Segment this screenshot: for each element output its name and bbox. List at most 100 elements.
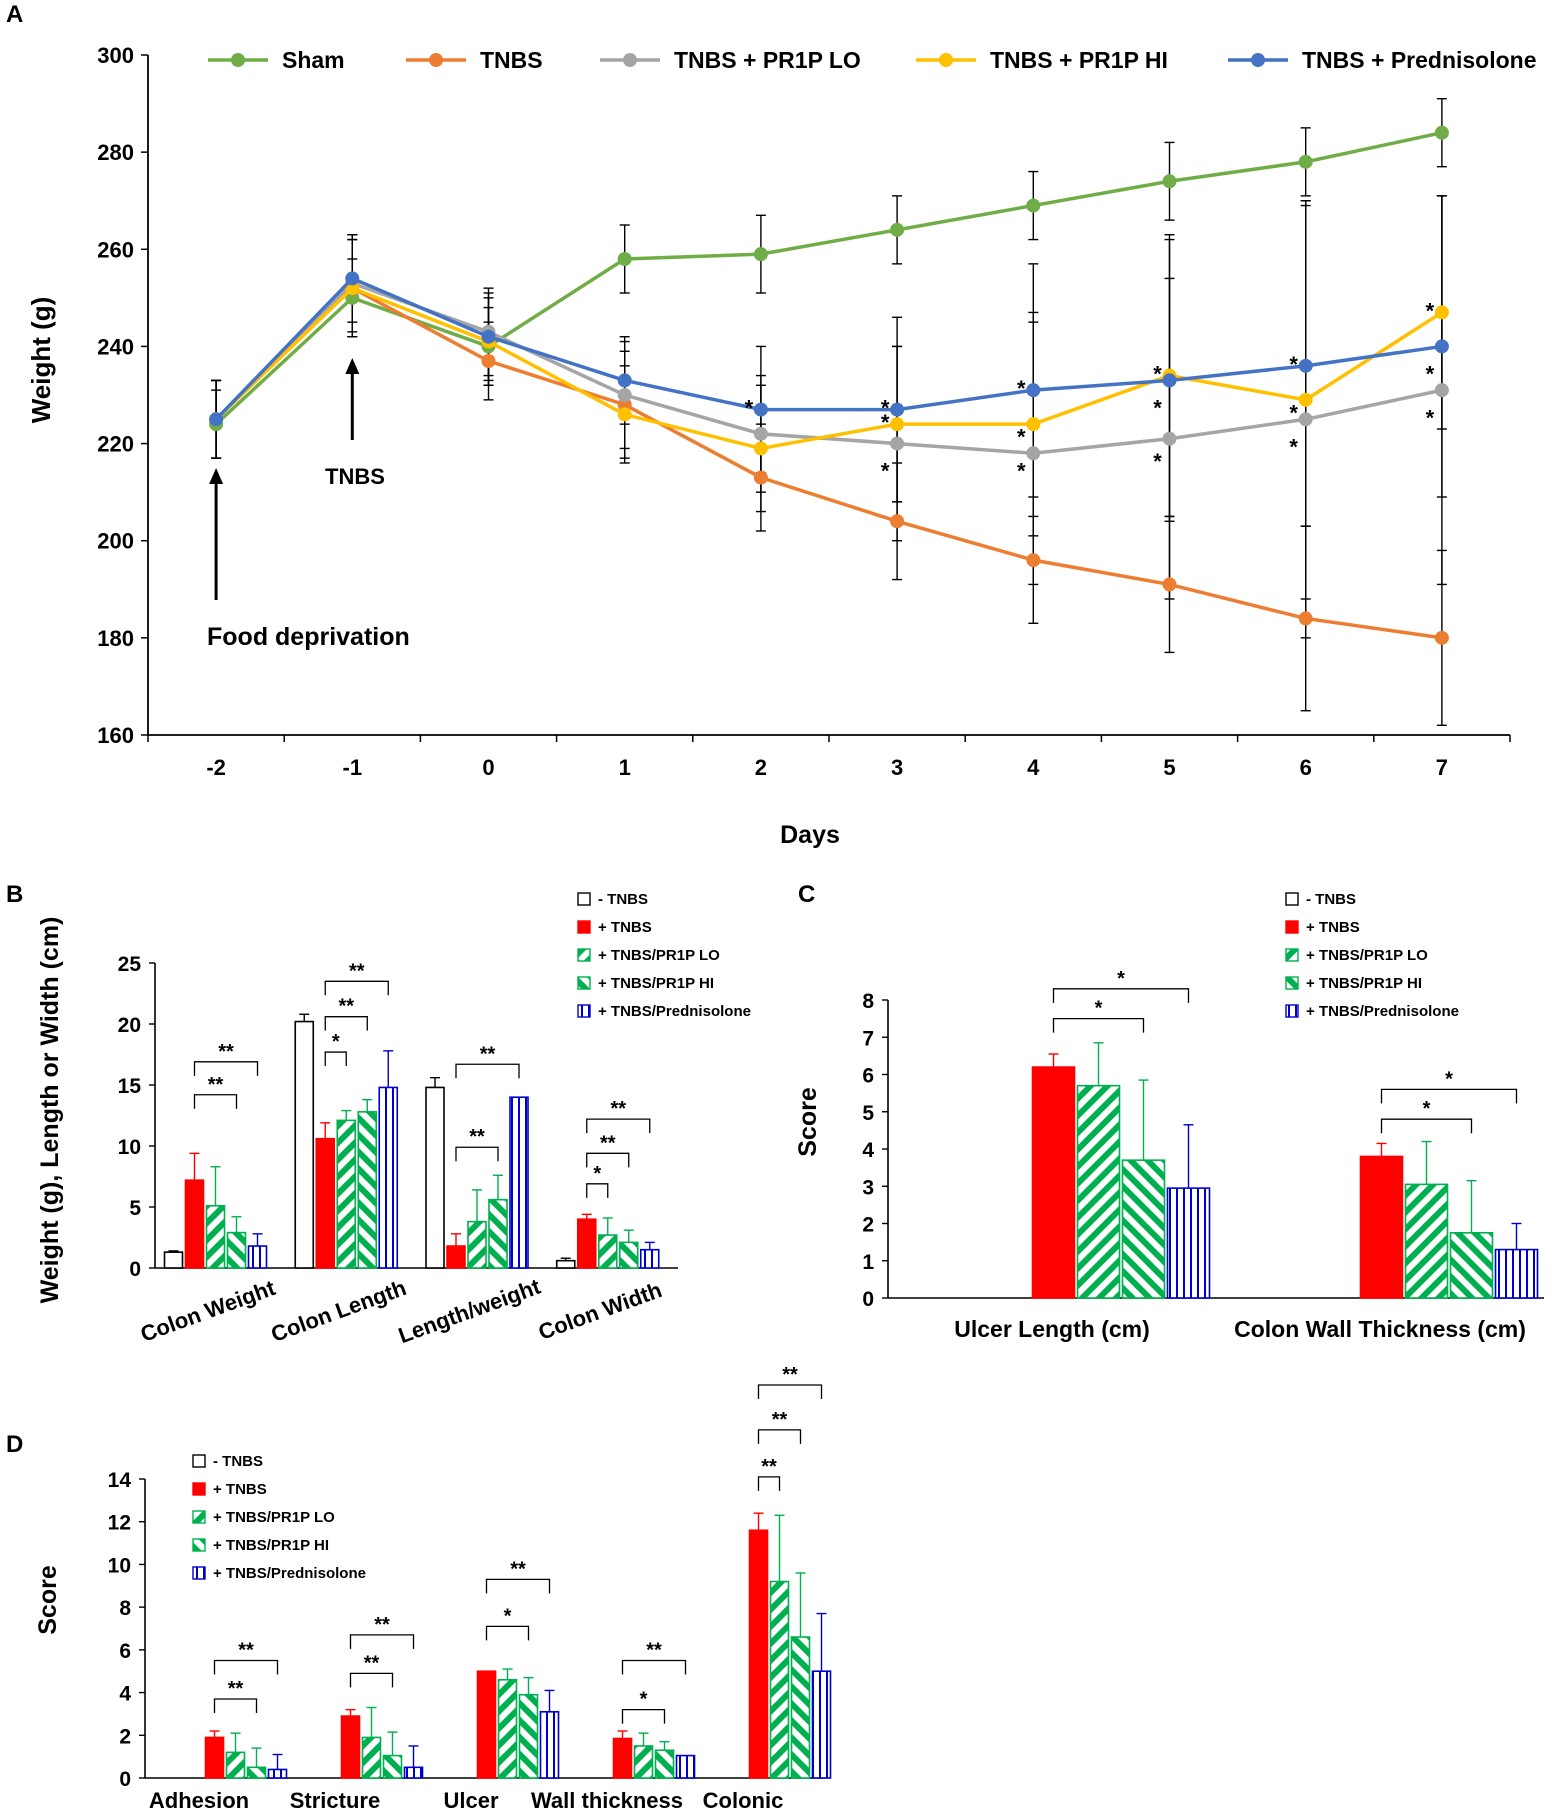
significance-bracket-line [757,1384,823,1400]
significance-bracket: ** [193,1074,238,1109]
legend-swatch-marker [623,53,637,67]
legend-swatch [1285,976,1299,990]
bar-colon-weight-tnbs-pr1p-lo [205,1204,226,1269]
data-point-tnbs-prednisolone [753,402,768,417]
data-point-tnbs-prednisolone [209,412,224,427]
x-tick-label-1: 1 [619,755,631,780]
series-line-tnbs-prednisolone [214,276,1443,421]
significance-bracket: ** [324,996,368,1031]
significance-bracket-line [621,1659,687,1675]
x-tick-label-4: 4 [1027,755,1040,780]
legend-label: + TNBS [213,1481,267,1498]
category-label-ulcer: Ulcer [443,1788,498,1812]
data-point-tnbs-pr1p-lo [1298,412,1313,427]
significance-bracket: ** [757,1456,781,1491]
series-line-tnbs-pr1p-lo [214,281,1443,456]
legend-label: + TNBS/PR1P HI [213,1537,329,1554]
x-tick-label-1: -1 [343,755,363,780]
data-point-tnbs [890,514,905,529]
bar-colon-length-tnbs-pr1p-hi [357,1111,378,1269]
legend-item-tnbs-pr1p-lo: + TNBS/PR1P LO [192,1509,335,1526]
bar-colonic-tnbs [748,1529,769,1779]
legend-item-tnbs-pr1p-lo: + TNBS/PR1P LO [1285,947,1428,964]
significance-label: * [1445,1068,1453,1090]
data-point-tnbs-pr1p-lo [1434,383,1449,398]
legend-label: + TNBS/PR1P LO [213,1509,335,1526]
legend-swatch [192,1566,206,1580]
bar-ulcer-length-cm-tnbs [1031,1066,1076,1299]
significance-bracket-line [193,1061,259,1076]
y-tick-label-280: 280 [97,140,134,165]
bar-wall-thickness-tnbs [612,1737,633,1779]
significance-bracket: ** [586,1132,630,1168]
legend-item-tnbs: + TNBS [577,919,652,936]
significance-bracket: ** [621,1640,687,1675]
data-point-tnbs [753,470,768,485]
data-point-tnbs-pr1p-lo [617,388,632,402]
bar-colon-weight-tnbs-prednisolone [247,1245,268,1269]
significance-star: * [881,396,890,421]
significance-star: * [1289,434,1298,459]
significance-bracket: ** [324,960,389,996]
significance-bracket-line [586,1183,609,1198]
y-tick-label-2: 2 [119,1725,131,1748]
significance-label: ** [208,1074,224,1096]
significance-bracket: ** [213,1640,279,1675]
data-point-sham [890,222,905,237]
data-point-tnbs [481,354,496,368]
data-point-sham [1298,154,1313,169]
y-tick-label-240: 240 [97,334,134,359]
data-point-tnbs-prednisolone [617,373,632,388]
y-axis-title: Weight (g) [26,297,56,424]
legend-label: + TNBS/PR1P HI [1306,975,1422,992]
x-tick-label-2: -2 [206,755,226,780]
legend-swatch [192,1538,206,1552]
legend-label: TNBS + PR1P LO [674,47,861,73]
food-deprivation-arrowhead [209,468,224,484]
bar-length-weight-tnbs-pr1p-lo [467,1220,487,1269]
x-tick-label-6: 6 [1300,755,1312,780]
panel-label-d: D [6,1431,23,1458]
y-tick-label-10: 10 [108,1554,131,1577]
significance-bracket: * [324,1031,347,1067]
data-point-tnbs-pr1p-hi [890,417,905,432]
significance-bracket: ** [349,1614,415,1649]
significance-bracket-line [586,1118,651,1134]
significance-label: * [1117,968,1125,990]
significance-star: * [1017,459,1026,484]
significance-star: * [881,410,890,435]
significance-bracket: * [1380,1068,1518,1104]
significance-bracket: ** [586,1098,651,1134]
tnbs-arrowhead [345,358,360,374]
bar-colon-width-tnbs-pr1p-lo [597,1234,618,1269]
significance-star: * [1289,400,1298,425]
y-tick-label-220: 220 [97,432,134,457]
panel-b-colon-measurements-chart: 0 5 10 15 20 25 Weight (g), Length or Width (c… [36,891,751,1348]
data-point-sham [345,290,360,305]
data-point-sham [1162,174,1177,189]
x-tick-label-7: 7 [1436,755,1448,780]
category-label-colon-length: Colon Length [268,1275,410,1347]
bar-colon-wall-thickness-cm-tnbs-prednisolone [1494,1248,1539,1299]
significance-bracket: ** [193,1041,259,1076]
legend-swatch [577,892,591,906]
legend-item-tnbs-pr1p-hi: TNBS + PR1P HI [916,47,1168,73]
significance-bracket-line [324,1016,368,1031]
x-tick-label-0: 0 [482,755,494,780]
y-tick-label-15: 15 [118,1075,142,1098]
data-point-tnbs-pr1p-hi [345,281,360,296]
significance-label: * [593,1163,601,1185]
y-axis-title: Score [794,1087,822,1157]
data-point-sham [617,252,632,266]
bar-stricture-tnbs-prednisolone [403,1766,424,1779]
significance-label: ** [469,1126,485,1148]
y-tick-label-2: 2 [862,1214,874,1237]
data-point-tnbs-pr1p-lo [753,426,768,441]
y-tick-label-260: 260 [97,237,134,262]
bar-colon-wall-thickness-cm-tnbs-pr1p-hi [1449,1232,1494,1299]
bar-ulcer-tnbs-prednisolone [539,1710,560,1779]
legend-item-tnbs-pr1p-lo: TNBS + PR1P LO [600,47,861,73]
significance-bracket: ** [349,1652,394,1688]
significance-label: ** [646,1640,662,1662]
